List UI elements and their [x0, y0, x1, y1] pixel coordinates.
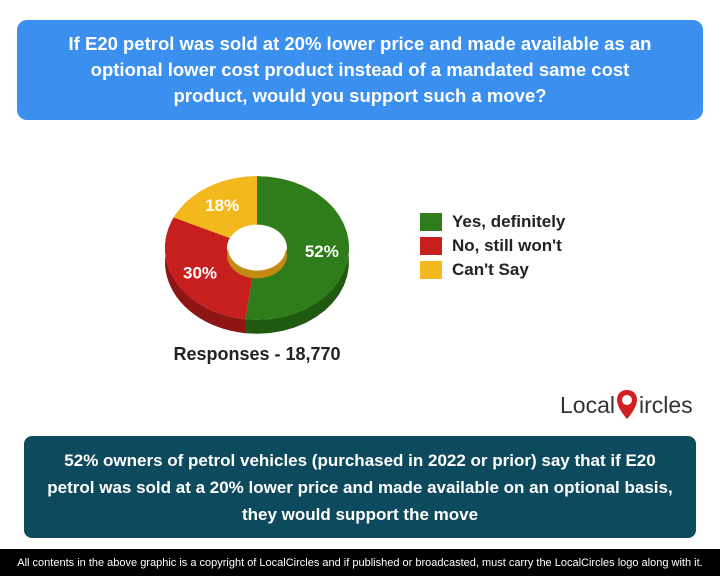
summary-text: 52% owners of petrol vehicles (purchased… [47, 450, 673, 524]
question-banner: If E20 petrol was sold at 20% lower pric… [17, 20, 703, 120]
legend-label-yes: Yes, definitely [452, 212, 566, 231]
slice-cant-say-label: 18% [205, 196, 239, 215]
question-text: If E20 petrol was sold at 20% lower pric… [68, 33, 652, 106]
copyright-footer: All contents in the above graphic is a c… [0, 549, 720, 576]
map-pin-icon [615, 388, 639, 422]
summary-banner: 52% owners of petrol vehicles (purchased… [24, 436, 696, 538]
legend-swatch-no [420, 237, 442, 255]
chart-legend: Yes, definitely No, still won't Can't Sa… [420, 210, 565, 282]
legend-label-no: No, still won't [452, 236, 562, 255]
legend-item-no: No, still won't [420, 234, 565, 258]
logo-text-local: Local [560, 391, 615, 418]
slice-no-label: 30% [183, 263, 217, 282]
slice-no-side [165, 217, 246, 334]
donut-chart: 52% 30% 18% [165, 176, 349, 334]
donut-hole [228, 225, 286, 271]
legend-item-yes: Yes, definitely [420, 210, 565, 234]
slice-cant-say [173, 176, 257, 239]
slice-no [165, 217, 254, 320]
footer-text: All contents in the above graphic is a c… [17, 556, 703, 569]
legend-swatch-yes [420, 213, 442, 231]
slice-yes [245, 176, 349, 320]
responses-count: Responses - 18,770 [173, 344, 341, 364]
localcircles-logo: Local ircles [560, 388, 693, 422]
legend-swatch-cant-say [420, 261, 442, 279]
logo-text-ircles: ircles [638, 391, 693, 418]
slice-yes-label: 52% [305, 242, 339, 261]
legend-item-cant-say: Can't Say [420, 258, 565, 282]
legend-label-cant-say: Can't Say [452, 260, 529, 279]
